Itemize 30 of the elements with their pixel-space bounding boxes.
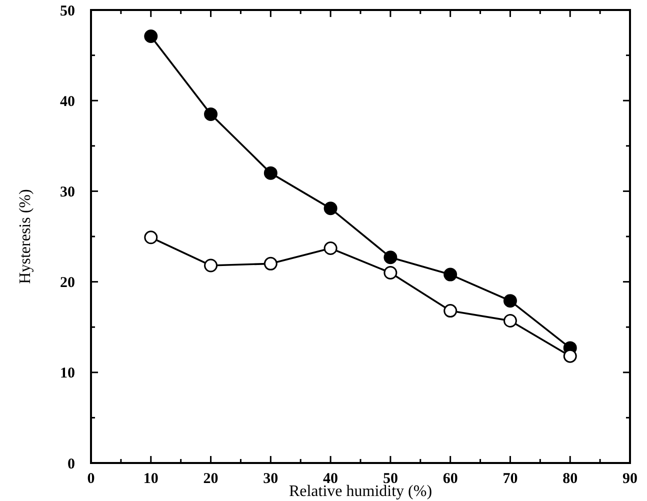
y-tick-label: 40	[60, 94, 75, 110]
point	[144, 30, 158, 44]
x-tick-label: 60	[442, 471, 458, 487]
y-tick-label: 50	[60, 3, 75, 20]
point	[384, 266, 398, 280]
point	[324, 242, 338, 256]
x-tick-label: 90	[622, 471, 638, 487]
x-tick-label: 0	[87, 471, 95, 487]
x-tick-label: 30	[263, 471, 278, 487]
x-tick-label: 10	[143, 471, 158, 487]
x-tick-label: 20	[203, 471, 218, 487]
y-tick-label: 10	[60, 366, 75, 382]
x-tick-label: 70	[502, 471, 518, 487]
y-axis-title: Hysteresis (%)	[17, 189, 34, 284]
point	[503, 294, 517, 308]
point	[444, 304, 458, 318]
point	[204, 258, 218, 272]
point	[563, 349, 577, 363]
point	[324, 202, 338, 216]
point	[264, 166, 278, 180]
point	[444, 268, 458, 282]
y-tick-label: 20	[60, 275, 75, 292]
point	[384, 250, 398, 264]
y-tick-label: 30	[60, 184, 75, 200]
y-tick-label: 0	[68, 456, 75, 472]
point	[503, 314, 517, 328]
point	[264, 256, 278, 270]
x-tick-label: 80	[562, 471, 578, 487]
point	[144, 230, 158, 244]
point	[204, 107, 218, 121]
